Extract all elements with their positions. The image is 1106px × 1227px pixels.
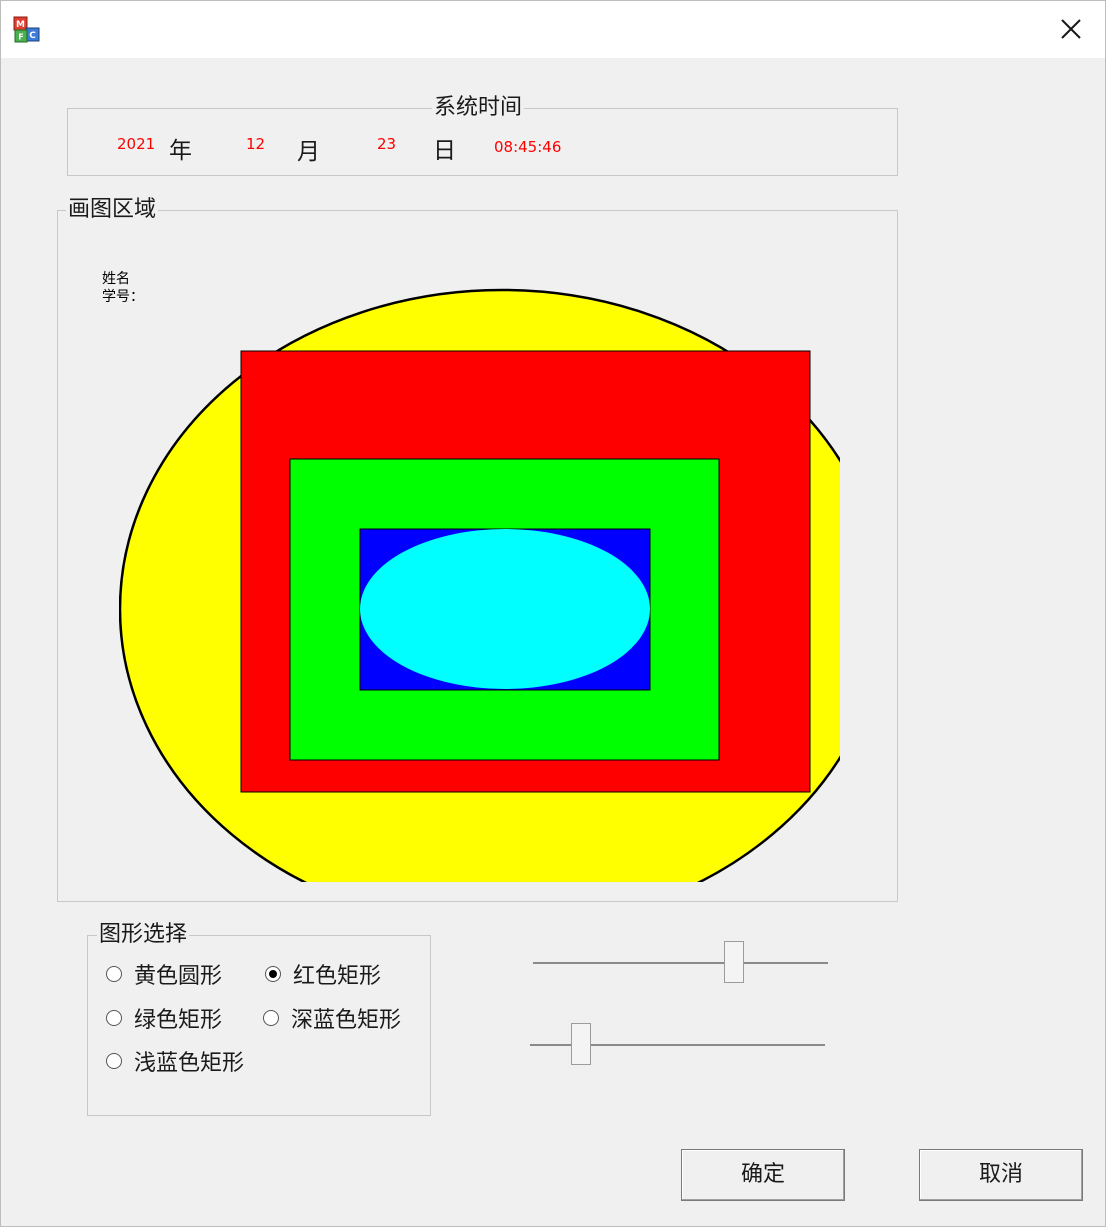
system-time-legend: 系统时间 bbox=[434, 95, 523, 120]
mfc-app-icon: M C F bbox=[13, 16, 40, 43]
cancel-button[interactable]: 取消 bbox=[919, 1149, 1083, 1201]
system-time-group: 系统时间 bbox=[67, 96, 898, 176]
shape-select-group: 图形选择 bbox=[87, 923, 431, 1116]
slider-2[interactable] bbox=[530, 1023, 825, 1067]
ok-button[interactable]: 确定 bbox=[681, 1149, 845, 1201]
slider-thumb[interactable] bbox=[570, 1023, 591, 1065]
radio-light-blue-rectangle[interactable]: 浅蓝色矩形 bbox=[106, 1045, 244, 1077]
slider-track bbox=[530, 1044, 825, 1046]
radio-label: 绿色矩形 bbox=[134, 1008, 223, 1033]
day-label: 日 bbox=[433, 138, 456, 164]
clock-value: 08:45:46 bbox=[494, 138, 562, 156]
radio-button-checked-icon bbox=[265, 966, 281, 982]
slider-1[interactable] bbox=[533, 941, 828, 985]
slider-track bbox=[533, 962, 828, 964]
radio-button-icon bbox=[106, 1010, 122, 1026]
radio-red-rectangle[interactable]: 红色矩形 bbox=[265, 958, 381, 990]
radio-label: 浅蓝色矩形 bbox=[134, 1051, 245, 1076]
light-blue-ellipse bbox=[360, 529, 650, 689]
month-value: 12 bbox=[246, 135, 266, 153]
svg-text:M: M bbox=[16, 20, 25, 30]
drawing-area-group: 画图区域 bbox=[57, 198, 898, 902]
radio-button-icon bbox=[106, 1053, 122, 1069]
name-label: 姓名 bbox=[102, 271, 130, 287]
day-value: 23 bbox=[377, 135, 397, 153]
radio-dark-blue-rectangle[interactable]: 深蓝色矩形 bbox=[263, 1002, 401, 1034]
slider-thumb[interactable] bbox=[724, 941, 745, 983]
month-label: 月 bbox=[297, 139, 320, 165]
year-label: 年 bbox=[169, 138, 192, 164]
close-button[interactable] bbox=[1046, 6, 1096, 52]
radio-label: 红色矩形 bbox=[293, 964, 382, 989]
radio-yellow-circle[interactable]: 黄色圆形 bbox=[106, 958, 222, 990]
year-value: 2021 bbox=[117, 135, 156, 153]
radio-label: 深蓝色矩形 bbox=[291, 1008, 402, 1033]
radio-green-rectangle[interactable]: 绿色矩形 bbox=[106, 1002, 222, 1034]
svg-text:F: F bbox=[18, 33, 23, 42]
title-bar: M C F bbox=[0, 0, 1106, 58]
drawing-canvas bbox=[119, 288, 840, 882]
student-info: 姓名 学号： bbox=[102, 270, 144, 306]
svg-text:C: C bbox=[29, 31, 36, 41]
shape-select-legend: 图形选择 bbox=[99, 922, 188, 947]
drawing-area-legend: 画图区域 bbox=[68, 197, 157, 222]
radio-label: 黄色圆形 bbox=[134, 964, 223, 989]
close-icon bbox=[1061, 19, 1081, 39]
student-id-label: 学号： bbox=[102, 289, 144, 305]
radio-button-icon bbox=[106, 966, 122, 982]
radio-button-icon bbox=[263, 1010, 279, 1026]
